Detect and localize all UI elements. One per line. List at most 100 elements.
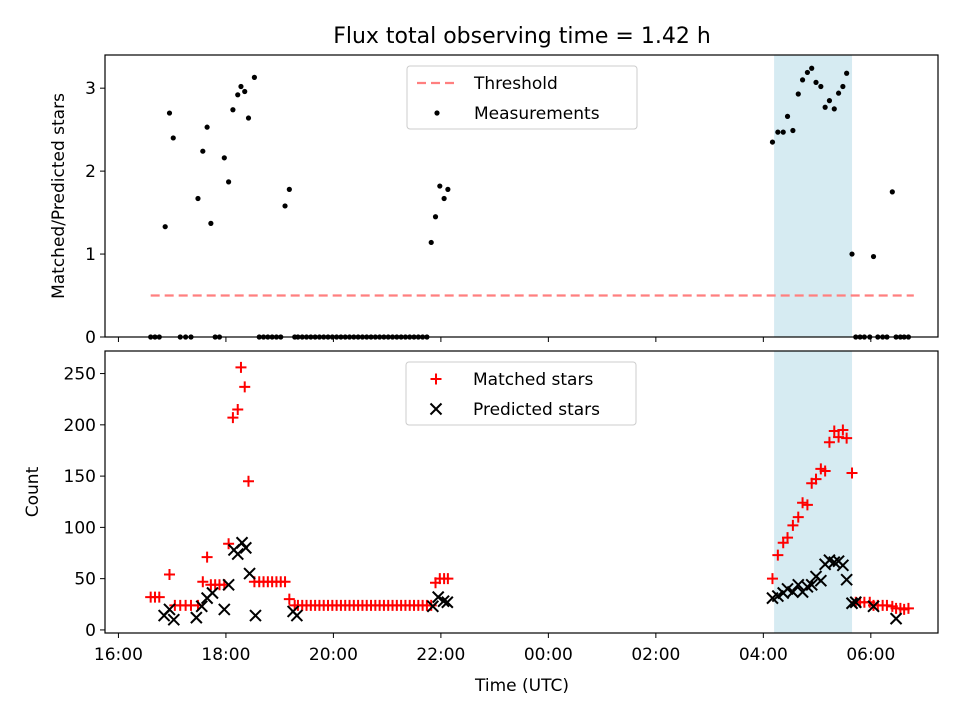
measurement-point: [809, 65, 815, 71]
y-tick-label: 200: [64, 416, 96, 436]
measurement-point: [835, 90, 842, 96]
bottom-x-ticks: 16:00 18:00 20:00 22:00 00:00 02:00 04:00 06:00: [94, 633, 895, 665]
legend-measurement-swatch: [434, 110, 440, 116]
matched-star-point: [833, 431, 845, 443]
measurement-point: [166, 110, 173, 116]
predicted-star-point: [840, 573, 853, 586]
measurement-point: [769, 139, 776, 145]
predicted-star-point: [167, 613, 180, 626]
top-series-layer: [148, 65, 914, 340]
x-tick-label: 22:00: [416, 645, 465, 665]
matched-star-point: [153, 591, 165, 603]
measurement-point: [432, 214, 439, 220]
x-tick-label: 18:00: [201, 645, 250, 665]
measurement-point: [813, 79, 819, 85]
ratio-panel: 0 1 2 3 Matched/Predicted stars Threshold Me…: [49, 54, 939, 348]
matched-star-point: [279, 576, 291, 588]
top-legend: Threshold Measurements: [406, 65, 638, 130]
measurement-point: [230, 107, 236, 113]
measurement-point: [822, 104, 828, 110]
matched-star-point: [846, 467, 858, 479]
measurement-point: [445, 186, 451, 192]
predicted-star-point: [243, 567, 256, 580]
measurement-point: [780, 129, 786, 135]
predicted-star-point: [426, 600, 440, 613]
measurement-point: [200, 148, 206, 154]
x-tick-label: 02:00: [631, 645, 680, 665]
y-tick-label: 2: [85, 162, 96, 182]
matched-star-point: [801, 499, 813, 511]
matched-star-point: [201, 551, 213, 563]
matched-star-point: [819, 465, 831, 477]
predicted-star-point: [836, 559, 850, 572]
measurement-point: [889, 189, 895, 195]
matched-star-point: [223, 538, 235, 550]
matched-star-point: [902, 602, 914, 614]
y-tick-label: 150: [64, 467, 96, 487]
measurement-point: [204, 124, 210, 130]
matched-star-point: [283, 593, 295, 605]
predicted-star-point: [889, 612, 903, 625]
count-panel: 16:00 18:00 20:00 22:00 00:00 02:00 04:00 06:00…: [23, 350, 939, 665]
bottom-series-layer: [145, 361, 914, 626]
measurement-point: [840, 83, 846, 90]
x-tick-label: 04:00: [739, 645, 788, 665]
measurement-point: [226, 179, 232, 185]
legend-box: [406, 65, 638, 130]
matched-star-point: [797, 497, 809, 509]
matched-star-point: [766, 573, 778, 585]
measurement-point: [831, 106, 837, 112]
measurement-point: [784, 113, 791, 119]
predicted-star-point: [222, 578, 235, 592]
measurement-point: [799, 77, 806, 83]
y-tick-label: 3: [85, 79, 96, 99]
measurement-point: [286, 186, 292, 192]
predicted-star-point: [195, 600, 208, 613]
predicted-star-point: [206, 586, 219, 600]
measurement-point: [195, 195, 201, 202]
measurement-point: [221, 155, 227, 161]
predicted-star-point: [163, 603, 176, 616]
measurement-point: [775, 129, 781, 135]
measurement-point: [849, 251, 855, 257]
matched-star-point: [823, 436, 835, 448]
bottom-axes-frame: [104, 350, 939, 634]
y-tick-label: 1: [85, 245, 96, 265]
top-y-axis-label: Matched/Predicted stars: [49, 93, 69, 299]
measurement-point: [238, 83, 244, 90]
top-highlight-band: [774, 55, 853, 337]
matched-star-point: [232, 403, 244, 415]
measurement-point: [242, 88, 248, 95]
predicted-star-point: [190, 611, 203, 624]
predicted-star-point: [805, 578, 818, 592]
measurement-point: [437, 183, 443, 189]
x-tick-label: 00:00: [524, 645, 573, 665]
matched-star-point: [837, 424, 849, 436]
measurement-point: [208, 220, 214, 226]
matched-star-point: [782, 532, 794, 544]
matched-star-point: [197, 576, 209, 588]
matched-star-point: [163, 569, 175, 581]
y-tick-label: 50: [74, 570, 96, 590]
y-tick-label: 0: [85, 328, 96, 348]
matched-star-point: [227, 412, 239, 424]
predicted-star-point: [239, 541, 253, 555]
matched-star-point: [787, 519, 799, 531]
predicted-star-point: [828, 556, 841, 569]
matched-star-point: [772, 549, 784, 561]
measurement-point: [870, 253, 877, 260]
measurement-point: [428, 239, 434, 246]
top-x-ticks: [117, 337, 872, 342]
predicted-star-point: [814, 574, 828, 587]
predicted-star-point: [249, 609, 262, 622]
legend-matched-swatch: [430, 373, 442, 385]
legend-label: Predicted stars: [473, 400, 600, 420]
predicted-star-point: [792, 578, 805, 592]
predicted-star-point: [437, 595, 450, 608]
measurement-point: [818, 83, 824, 90]
matched-star-point: [828, 425, 840, 437]
x-tick-label: 06:00: [846, 645, 895, 665]
predicted-star-point: [849, 596, 862, 609]
top-axes-frame: [104, 54, 939, 338]
